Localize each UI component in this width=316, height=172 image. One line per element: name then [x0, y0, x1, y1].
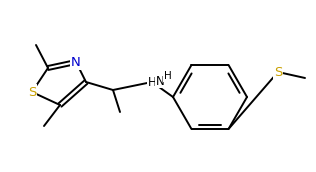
Text: N: N — [156, 74, 165, 88]
Text: S: S — [274, 66, 282, 78]
Text: N: N — [71, 56, 81, 68]
Text: S: S — [28, 85, 36, 99]
Text: H: H — [148, 76, 156, 89]
Text: H: H — [164, 71, 172, 81]
